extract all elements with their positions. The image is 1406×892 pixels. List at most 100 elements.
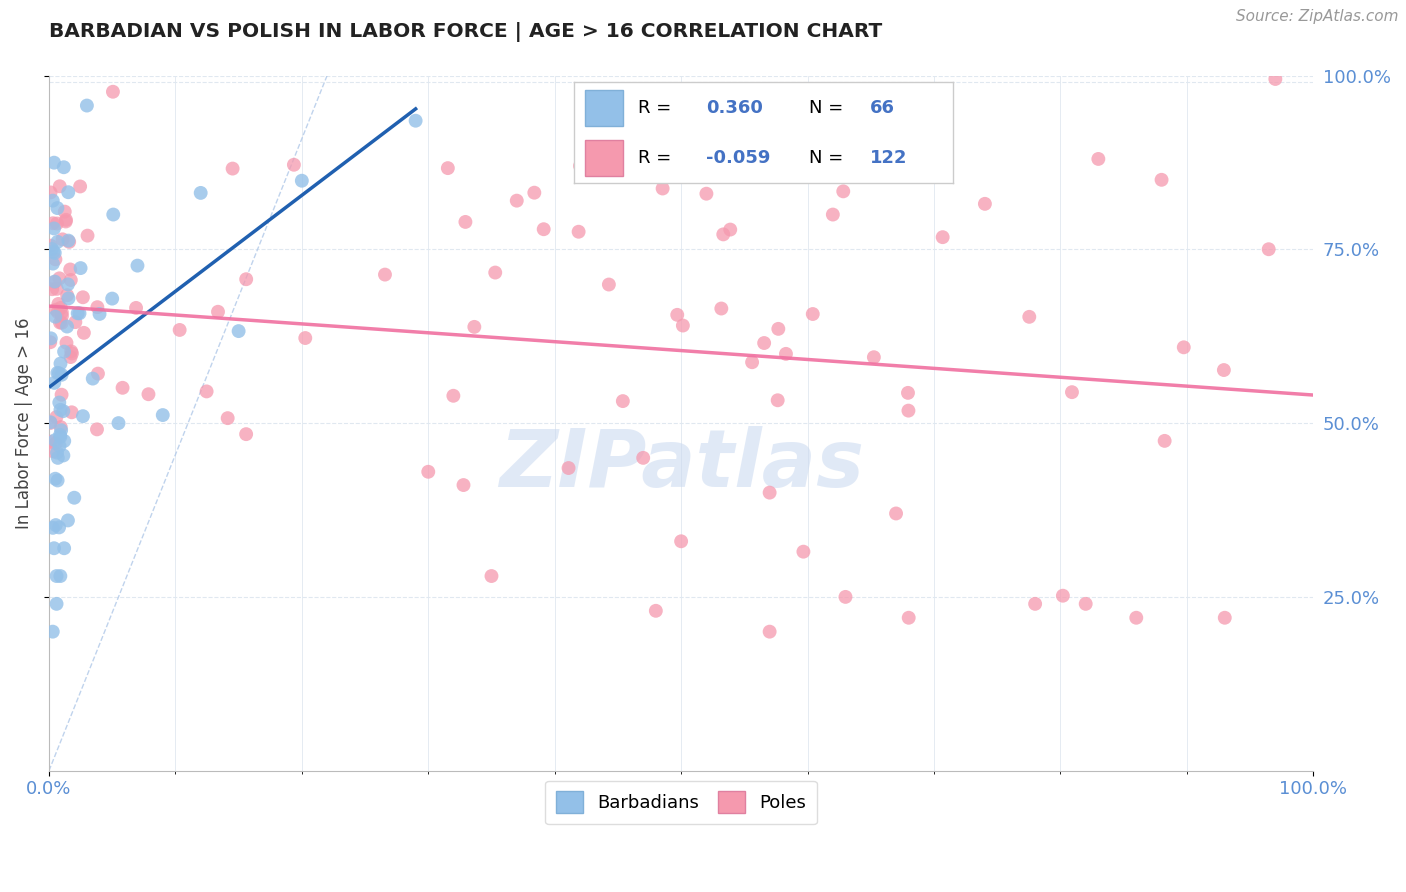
Point	[53, 541, 76, 556]
Point	[39, 238, 62, 252]
Point	[69, 179, 91, 194]
Point	[59, 350, 82, 364]
Point	[666, 308, 689, 322]
Point	[69, 306, 91, 320]
Point	[217, 411, 239, 425]
Point	[672, 318, 695, 333]
Point	[569, 159, 592, 173]
Point	[557, 461, 579, 475]
Point	[48, 179, 70, 194]
Point	[752, 336, 775, 351]
Point	[44, 434, 66, 448]
Point	[59, 273, 82, 287]
Point	[45, 569, 67, 583]
Point	[506, 194, 529, 208]
Point	[46, 474, 69, 488]
Point	[101, 292, 124, 306]
Point	[195, 384, 218, 399]
Point	[291, 174, 314, 188]
Point	[101, 85, 124, 99]
Point	[41, 282, 63, 296]
Point	[49, 423, 72, 437]
Point	[45, 410, 67, 425]
Point	[86, 422, 108, 436]
Point	[758, 485, 780, 500]
Point	[294, 331, 316, 345]
Point	[1153, 434, 1175, 448]
Point	[1257, 242, 1279, 256]
Point	[702, 153, 724, 168]
Point	[45, 302, 67, 317]
Point	[207, 305, 229, 319]
Point	[41, 242, 63, 256]
Point	[60, 344, 83, 359]
Point	[695, 186, 717, 201]
Point	[44, 275, 66, 289]
Point	[48, 297, 70, 311]
Point	[1087, 152, 1109, 166]
Point	[42, 444, 65, 458]
Point	[669, 534, 692, 549]
Point	[775, 347, 797, 361]
Point	[152, 408, 174, 422]
Point	[89, 307, 111, 321]
Point	[1052, 589, 1074, 603]
Point	[228, 324, 250, 338]
Point	[454, 215, 477, 229]
Point	[58, 185, 80, 199]
Point	[45, 597, 67, 611]
Point	[44, 310, 66, 324]
Point	[39, 331, 62, 345]
Point	[58, 234, 80, 248]
Point	[56, 513, 79, 527]
Point	[1213, 611, 1236, 625]
Point	[1074, 597, 1097, 611]
Point	[235, 427, 257, 442]
Point	[66, 306, 89, 320]
Point	[76, 98, 98, 112]
Point	[49, 428, 72, 442]
Point	[45, 282, 67, 296]
Point	[235, 272, 257, 286]
Point	[39, 434, 62, 449]
Point	[39, 186, 62, 200]
Point	[1018, 310, 1040, 324]
Point	[52, 160, 75, 174]
Point	[44, 245, 66, 260]
Point	[45, 518, 67, 533]
Point	[523, 186, 546, 200]
Point	[44, 472, 66, 486]
Text: ZIPatlas: ZIPatlas	[499, 425, 863, 504]
Point	[418, 465, 440, 479]
Point	[56, 288, 79, 302]
Point	[39, 335, 62, 350]
Point	[821, 208, 844, 222]
Point	[463, 319, 485, 334]
Point	[568, 225, 591, 239]
Point	[1264, 72, 1286, 87]
Point	[72, 409, 94, 424]
Point	[44, 376, 66, 390]
Point	[82, 371, 104, 385]
Point	[111, 381, 134, 395]
Point	[42, 257, 65, 271]
Point	[48, 395, 70, 409]
Point	[45, 436, 67, 450]
Point	[59, 262, 82, 277]
Point	[283, 158, 305, 172]
Point	[44, 275, 66, 289]
Point	[42, 541, 65, 556]
Point	[58, 292, 80, 306]
Point	[834, 590, 856, 604]
Point	[39, 415, 62, 429]
Point	[51, 316, 73, 330]
Point	[49, 301, 72, 315]
Point	[644, 604, 666, 618]
Point	[481, 569, 503, 583]
Point	[453, 478, 475, 492]
Point	[51, 309, 73, 323]
Point	[60, 346, 83, 360]
Point	[52, 404, 75, 418]
Point	[1212, 363, 1234, 377]
Point	[766, 393, 789, 408]
